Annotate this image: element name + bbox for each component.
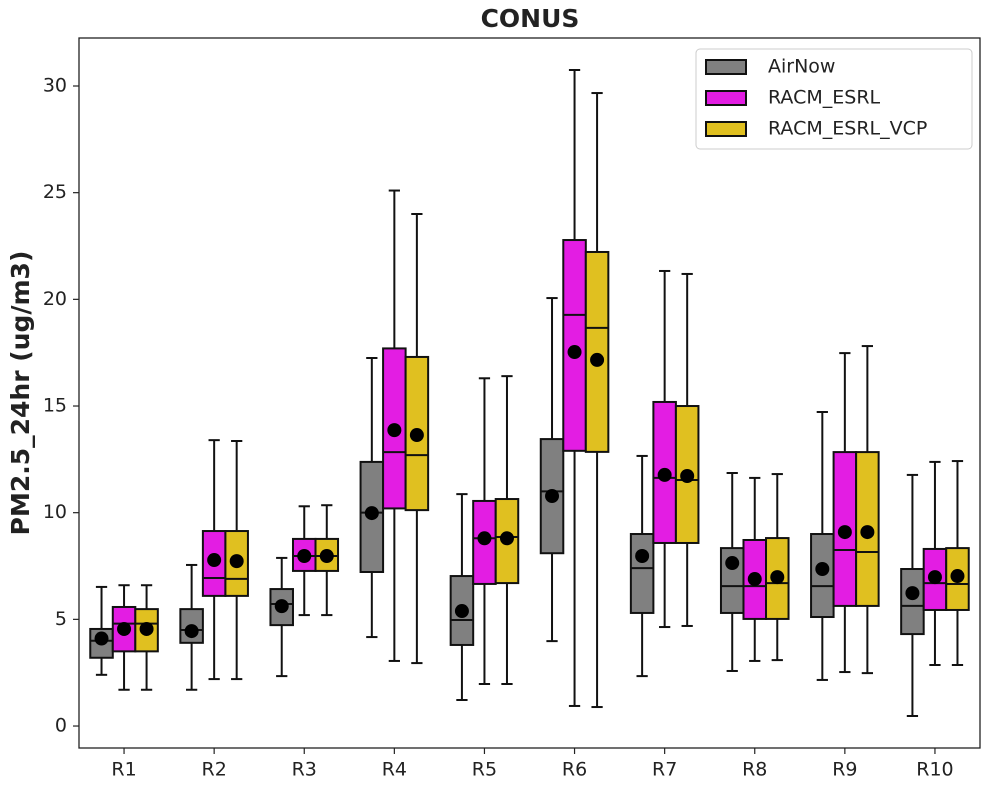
mean-marker [860,525,875,540]
mean-marker [545,489,560,504]
mean-marker [927,570,942,585]
legend-frame [695,48,973,150]
mean-marker [319,548,334,563]
mean-marker [770,570,785,585]
mean-marker [364,506,379,521]
legend-label: AirNow [768,56,835,78]
mean-marker [590,352,605,367]
mean-marker [567,345,582,360]
mean-marker [635,548,650,563]
y-tick-label: 5 [55,608,67,630]
x-tick-label: R6 [562,759,587,781]
mean-marker [680,468,695,483]
mean-marker [499,531,514,546]
box [584,250,610,453]
x-tick-label: R5 [472,759,497,781]
mean-marker [905,586,920,601]
mean-marker [139,621,154,636]
plot-frame [78,37,981,749]
x-tick-label: R9 [832,759,857,781]
x-tick-label: R8 [742,759,767,781]
box [900,568,925,636]
mean-marker [950,569,965,584]
y-tick-label: 10 [43,501,67,523]
mean-marker [229,554,244,569]
mean-marker [747,572,762,587]
x-tick-label: R10 [916,759,953,781]
legend-label: RACM_ESRL_VCP [768,118,927,140]
x-tick-label: R4 [382,759,407,781]
legend-swatch [705,59,747,75]
y-tick-label: 30 [43,75,67,97]
y-axis-label: PM2.5_24hr (ug/m3) [6,251,35,536]
y-tick-label: 25 [43,181,67,203]
x-tick-label: R1 [111,759,136,781]
mean-marker [815,562,830,577]
x-tick-label: R7 [652,759,677,781]
box [629,533,655,614]
legend-swatch [705,121,747,137]
mean-marker [837,525,852,540]
mean-marker [184,624,199,639]
mean-marker [297,548,312,563]
legend-label: RACM_ESRL [768,87,881,109]
legend-swatch [705,90,747,106]
x-tick-label: R3 [292,759,317,781]
mean-marker [387,423,402,438]
chart-title: CONUS [481,4,580,33]
mean-marker [94,631,109,646]
y-tick-label: 20 [43,288,67,310]
x-tick-label: R2 [202,759,227,781]
mean-marker [274,599,289,614]
mean-marker [207,553,222,568]
mean-marker [725,556,740,571]
mean-marker [117,621,132,636]
mean-marker [454,604,469,619]
mean-marker [409,428,424,443]
y-tick-label: 0 [55,715,67,737]
mean-marker [477,531,492,546]
mean-marker [657,467,672,482]
y-tick-label: 15 [43,395,67,417]
